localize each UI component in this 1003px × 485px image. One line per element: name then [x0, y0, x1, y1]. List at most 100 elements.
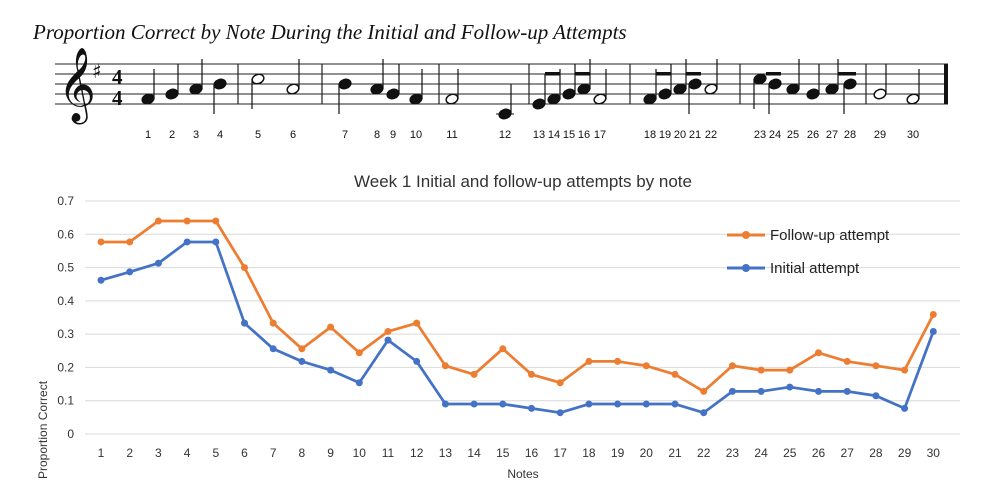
note-number: 24	[769, 129, 781, 141]
x-tick-label: 2	[126, 446, 133, 460]
x-tick-label: 14	[467, 446, 481, 460]
series-line	[100, 240, 935, 415]
data-point	[528, 404, 535, 412]
data-point	[757, 387, 765, 395]
note-number: 5	[255, 129, 261, 141]
y-tick-label: 0.5	[57, 261, 74, 275]
data-point	[97, 238, 105, 246]
note-number: 7	[342, 129, 348, 141]
note-head	[658, 64, 672, 100]
sharp-icon: ♯	[92, 59, 102, 83]
note-ellipse	[409, 93, 423, 105]
time-signature-bottom: 4	[112, 86, 123, 110]
x-tick-label: 11	[382, 446, 395, 460]
note-head	[532, 74, 546, 110]
beam	[686, 72, 701, 76]
legend-marker	[742, 231, 750, 239]
x-tick-label: 10	[353, 446, 367, 460]
data-point	[126, 238, 134, 246]
data-point	[269, 319, 277, 327]
x-tick-label: 27	[841, 446, 855, 460]
time-signature-top: 4	[112, 65, 123, 89]
x-tick-label: 22	[697, 446, 711, 460]
x-tick-label: 1	[98, 446, 105, 460]
x-tick-label: 8	[299, 446, 306, 460]
data-point	[843, 387, 851, 395]
note-head	[141, 69, 155, 105]
data-point	[384, 336, 392, 344]
note-number: 1	[145, 129, 151, 141]
data-point	[355, 349, 363, 357]
note-head	[547, 69, 561, 105]
data-point	[929, 311, 937, 319]
x-tick-label: 18	[582, 446, 596, 460]
data-point	[700, 409, 708, 417]
y-tick-label: 0.3	[57, 327, 74, 341]
data-point	[212, 217, 220, 225]
data-point	[815, 387, 822, 395]
note-head	[704, 59, 718, 95]
x-tick-label: 19	[611, 446, 625, 460]
note-ellipse	[768, 78, 782, 90]
data-point	[786, 366, 794, 374]
data-point	[154, 259, 162, 267]
note-number: 16	[578, 129, 590, 141]
y-axis-label: Proportion Correct	[36, 380, 50, 479]
y-tick-label: 0	[67, 427, 74, 441]
note-ellipse	[577, 83, 591, 95]
note-number: 25	[787, 129, 799, 141]
note-number: 13	[533, 129, 545, 141]
note-head	[213, 78, 227, 114]
beam	[575, 72, 590, 76]
note-ellipse	[753, 73, 767, 85]
data-point	[441, 400, 449, 408]
data-point	[298, 357, 306, 365]
note-head	[496, 84, 514, 120]
note-number: 26	[807, 129, 819, 141]
note-ellipse	[806, 88, 820, 100]
legend-item: Follow-up attempt	[727, 227, 890, 244]
x-tick-label: 6	[241, 446, 248, 460]
data-point	[183, 217, 191, 225]
data-point	[327, 366, 335, 374]
data-point	[815, 349, 822, 357]
note-head	[286, 59, 300, 95]
note-ellipse	[593, 93, 607, 105]
data-point	[757, 366, 765, 374]
data-point	[671, 370, 679, 378]
note-number: 2	[169, 129, 175, 141]
note-ellipse	[286, 83, 300, 95]
chart-title: Week 1 Initial and follow-up attempts by…	[354, 172, 692, 191]
note-number: 30	[907, 129, 919, 141]
note-head	[189, 59, 203, 95]
data-point	[901, 366, 909, 374]
note-head	[251, 73, 265, 109]
note-head	[906, 69, 920, 105]
series-follow-up	[97, 217, 937, 395]
note-ellipse	[445, 93, 459, 105]
beam	[766, 72, 781, 76]
data-point	[642, 400, 650, 408]
note-head	[688, 78, 702, 114]
note-number: 8	[374, 129, 380, 141]
note-ellipse	[688, 78, 702, 90]
note-head	[843, 78, 857, 114]
x-tick-label: 25	[783, 446, 797, 460]
x-tick-label: 16	[525, 446, 539, 460]
x-tick-label: 9	[327, 446, 334, 460]
y-tick-label: 0.2	[57, 360, 74, 374]
note-number: 14	[548, 129, 560, 141]
note-ellipse	[386, 88, 400, 100]
x-tick-label: 20	[640, 446, 654, 460]
data-point	[556, 379, 564, 387]
note-ellipse	[532, 98, 546, 110]
data-point	[470, 370, 478, 378]
x-tick-label: 30	[927, 446, 941, 460]
data-point	[327, 323, 335, 331]
x-tick-label: 17	[554, 446, 568, 460]
note-number: 29	[874, 129, 886, 141]
x-tick-label: 12	[410, 446, 424, 460]
note-ellipse	[704, 83, 718, 95]
note-ellipse	[251, 73, 265, 85]
x-tick-label: 13	[439, 446, 453, 460]
